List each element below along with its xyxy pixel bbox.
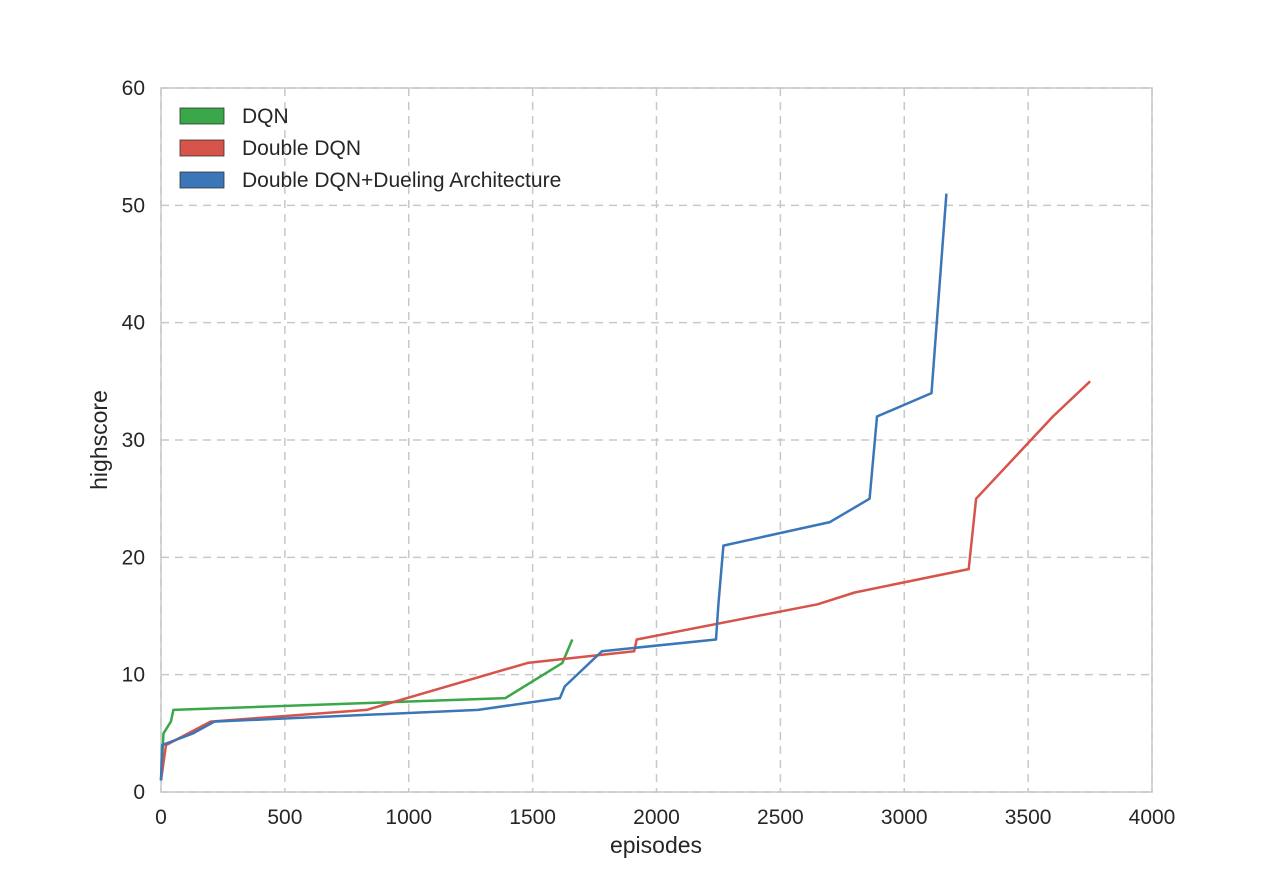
legend-swatch (179, 139, 225, 157)
plot-frame (160, 87, 1153, 793)
y-tick-label: 50 (122, 194, 145, 217)
y-tick-label: 30 (122, 429, 145, 452)
x-tick-label: 1500 (509, 806, 556, 829)
x-axis-label: episodes (610, 832, 702, 858)
grid (160, 87, 1153, 793)
y-tick-label: 60 (122, 77, 145, 100)
x-axis-ticks: 0 500 1000 1500 2000 2500 3000 3500 4000 (155, 806, 1175, 829)
series-line-2 (159, 193, 948, 781)
y-tick-label: 10 (122, 664, 145, 687)
y-tick-label: 0 (133, 781, 145, 804)
legend-swatch (179, 171, 225, 189)
legend: DQN Double DQN Double DQN+Dueling Architec… (179, 105, 561, 192)
legend-swatch (179, 107, 225, 125)
y-axis-label: highscore (86, 390, 112, 490)
x-tick-label: 4000 (1129, 806, 1176, 829)
y-tick-label: 20 (122, 546, 145, 569)
series-line-1 (159, 380, 1091, 781)
x-tick-label: 500 (267, 806, 302, 829)
legend-label: DQN (242, 105, 289, 128)
legend-label: Double DQN (242, 137, 361, 160)
x-tick-label: 1000 (385, 806, 432, 829)
series-line-0 (159, 639, 574, 781)
series-lines (159, 193, 1091, 781)
x-tick-label: 2000 (633, 806, 680, 829)
x-tick-label: 0 (155, 806, 167, 829)
y-axis-ticks: 0 10 20 30 40 50 60 (122, 77, 145, 804)
x-tick-label: 2500 (757, 806, 804, 829)
legend-label: Double DQN+Dueling Architecture (242, 169, 561, 192)
y-tick-label: 40 (122, 312, 145, 335)
x-tick-label: 3500 (1005, 806, 1052, 829)
x-tick-label: 3000 (881, 806, 928, 829)
